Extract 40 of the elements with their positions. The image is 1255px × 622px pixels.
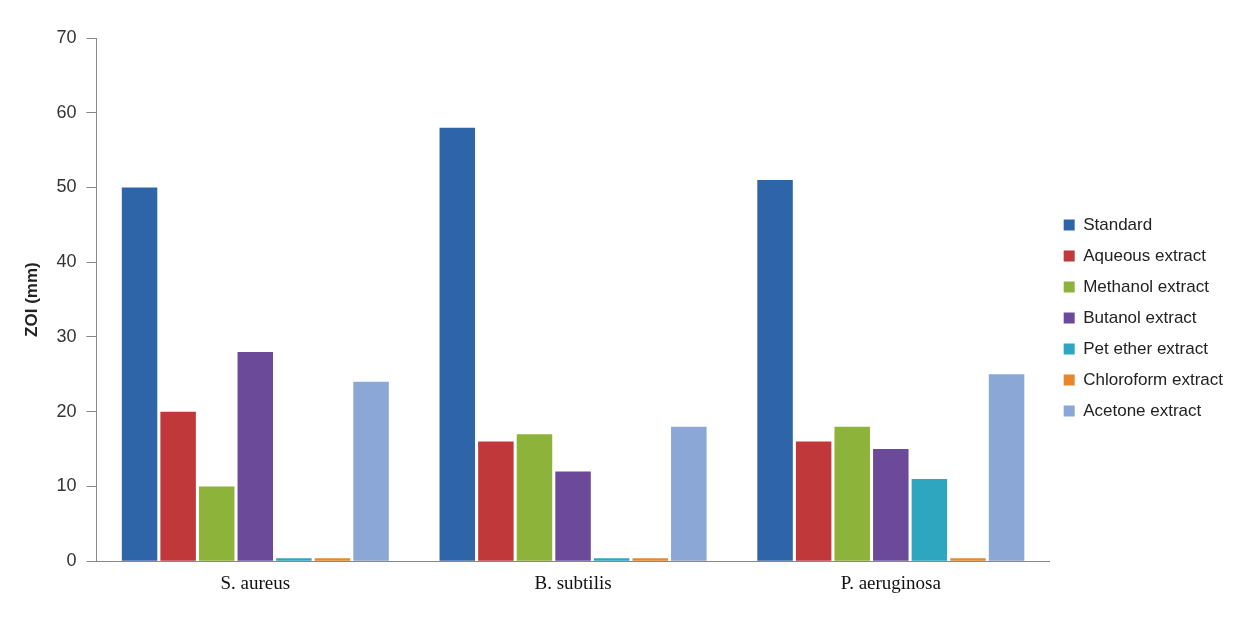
y-tick-label: 60: [56, 101, 77, 122]
y-tick-label: 40: [56, 251, 77, 272]
bar: [276, 558, 312, 561]
bar: [237, 351, 274, 561]
bar: [988, 374, 1025, 561]
legend-label: Standard: [1083, 214, 1153, 234]
legend-label: Pet ether extract: [1083, 338, 1209, 358]
legend-label: Butanol extract: [1083, 307, 1197, 327]
y-tick-label: 10: [56, 475, 77, 496]
bar: [353, 381, 389, 561]
bar: [593, 558, 630, 561]
bar: [950, 558, 986, 561]
bar: [314, 558, 351, 561]
bar: [873, 449, 909, 561]
y-tick-label: 70: [56, 26, 77, 47]
bar: [632, 558, 668, 561]
legend-label: Acetone extract: [1083, 400, 1202, 420]
x-tick-label: P. aeruginosa: [840, 571, 942, 593]
bar: [757, 180, 793, 561]
y-tick-label: 20: [56, 400, 77, 421]
y-tick-label: 0: [66, 550, 77, 571]
bar: [795, 441, 832, 561]
x-tick-label: S. aureus: [220, 571, 291, 593]
x-tick-label: B. subtilis: [534, 571, 612, 593]
bar: [911, 478, 948, 561]
bar: [516, 434, 553, 561]
bar: [439, 127, 476, 561]
legend-label: Aqueous extract: [1083, 245, 1207, 265]
legend-label: Chloroform extract: [1083, 369, 1224, 389]
bar: [160, 411, 196, 561]
bar: [671, 426, 707, 561]
bar: [555, 471, 591, 561]
legend-label: Methanol extract: [1083, 276, 1210, 296]
bar: [478, 441, 514, 561]
y-axis-title: ZOI (mm): [21, 262, 41, 337]
bar: [834, 426, 870, 561]
bar: [198, 486, 235, 561]
bar: [121, 187, 158, 561]
y-tick-label: 30: [56, 325, 77, 346]
y-tick-label: 50: [56, 176, 77, 197]
